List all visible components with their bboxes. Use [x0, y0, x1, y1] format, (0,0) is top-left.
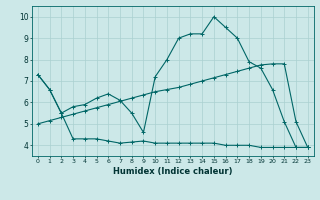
X-axis label: Humidex (Indice chaleur): Humidex (Indice chaleur) [113, 167, 233, 176]
